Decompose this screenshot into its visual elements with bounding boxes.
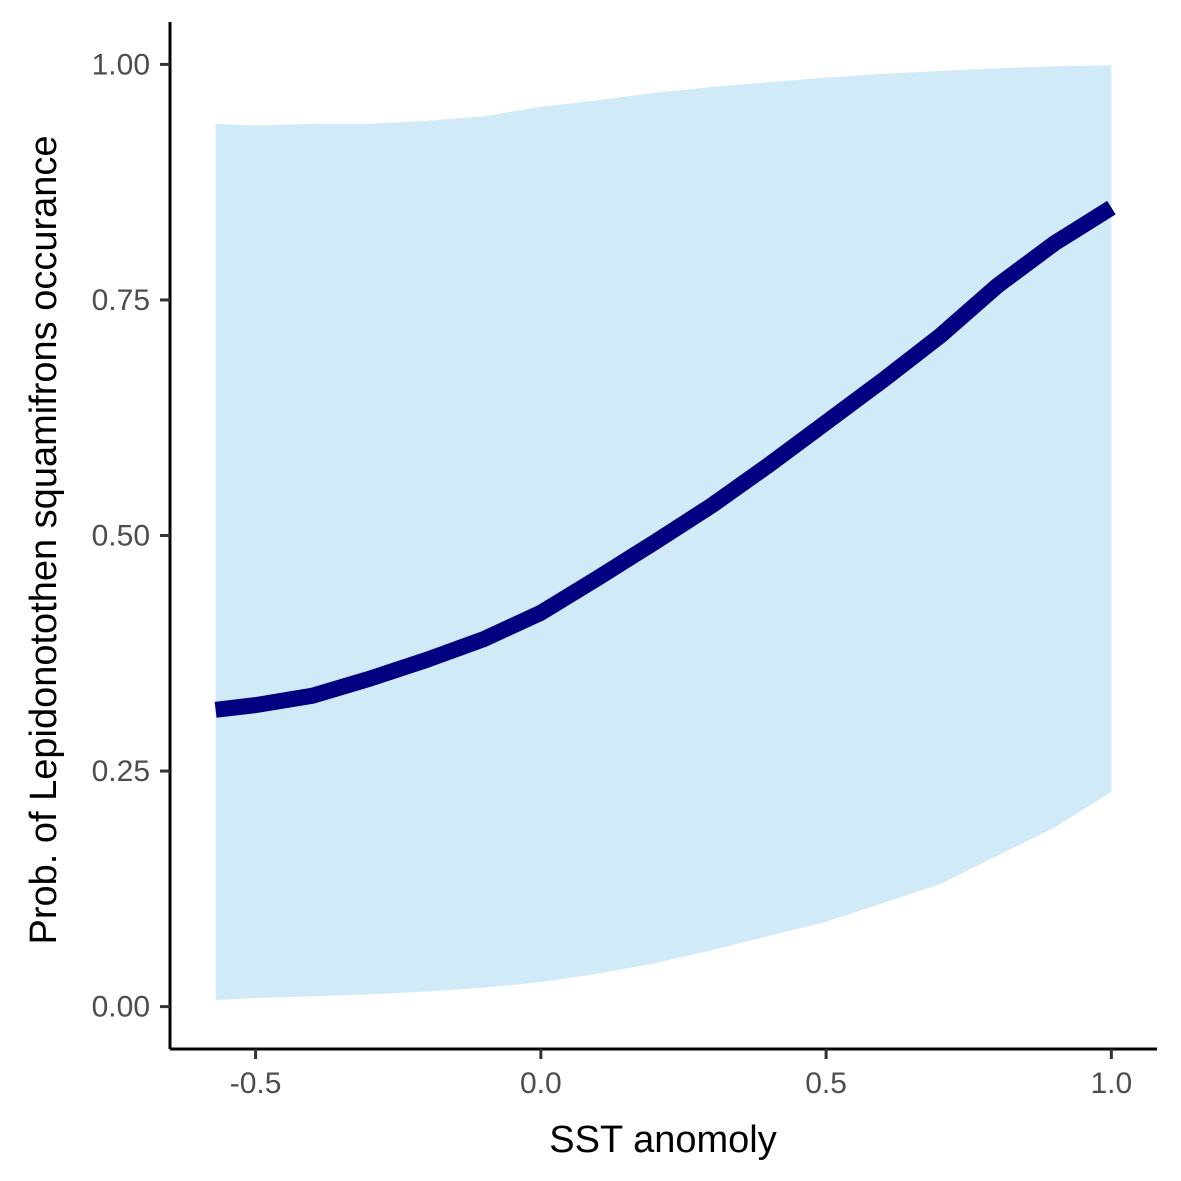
axes: 0.00 0.25 0.50 0.75 1.00 -0.5 0.0 0.5 1.0 [92, 22, 1157, 1100]
y-tick-label: 0.25 [92, 755, 150, 788]
y-tick-label: 1.00 [92, 48, 150, 81]
x-tick-label: 0.5 [805, 1067, 847, 1100]
y-tick-label: 0.50 [92, 520, 150, 553]
x-tick-label: 0.0 [520, 1067, 562, 1100]
plot-area [214, 65, 1116, 1001]
x-tick-label: 1.0 [1090, 1067, 1132, 1100]
x-tick-label: -0.5 [230, 1067, 282, 1100]
x-axis-title: SST anomoly [549, 1119, 776, 1161]
y-tick-label: 0.00 [92, 991, 150, 1024]
fitted-line [214, 200, 1116, 718]
y-tick-label: 0.75 [92, 284, 150, 317]
y-axis-title: Prob. of Lepidonotothen squamifrons occu… [23, 135, 65, 944]
